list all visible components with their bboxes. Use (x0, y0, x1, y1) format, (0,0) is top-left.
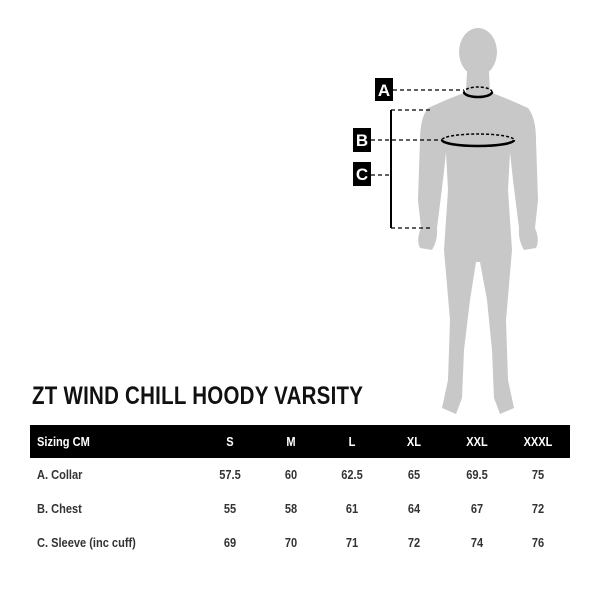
size-chart-table: Sizing CM S M L XL XXL XXXL A. Collar 57… (30, 425, 570, 560)
table-cell: 61 (345, 501, 359, 516)
table-cell: 64 (407, 501, 421, 516)
table-cell: 69.5 (466, 467, 488, 482)
table-cell: 74 (470, 535, 484, 550)
label-b: B (356, 131, 368, 150)
table-header: Sizing CM S M L XL XXL XXXL (30, 425, 570, 458)
header-cell: L (348, 434, 356, 449)
table-cell: 60 (284, 467, 298, 482)
product-title: ZT WIND CHILL HOODY VARSITY (32, 382, 364, 410)
header-cell: XXXL (523, 434, 553, 449)
chest-measure (371, 133, 516, 148)
row-label: C. Sleeve (inc cuff) (37, 535, 136, 550)
sleeve-measure (371, 109, 430, 229)
label-c-box: C (353, 162, 371, 186)
table-cell: 62.5 (341, 467, 363, 482)
table-row: C. Sleeve (inc cuff) 69 70 71 72 74 76 (30, 526, 570, 560)
table-cell: 76 (531, 535, 545, 550)
header-cell: Sizing CM (37, 434, 90, 449)
header-cell: M (286, 434, 296, 449)
table-cell: 67 (470, 501, 484, 516)
table-cell: 70 (284, 535, 298, 550)
header-cell: XL (406, 434, 422, 449)
collar-measure (393, 86, 494, 99)
row-label: B. Chest (37, 501, 82, 516)
label-a-box: A (375, 78, 393, 101)
table-cell: 55 (223, 501, 237, 516)
table-cell: 75 (531, 467, 545, 482)
label-a: A (378, 81, 390, 100)
header-cell: XXL (466, 434, 488, 449)
table-cell: 72 (407, 535, 421, 550)
label-b-box: B (353, 128, 371, 152)
table-cell: 65 (407, 467, 421, 482)
table-cell: 57.5 (219, 467, 241, 482)
human-silhouette (418, 28, 538, 414)
table-cell: 72 (531, 501, 545, 516)
table-cell: 71 (345, 535, 359, 550)
table-cell: 69 (223, 535, 237, 550)
table-row: B. Chest 55 58 61 64 67 72 (30, 492, 570, 526)
table-row: A. Collar 57.5 60 62.5 65 69.5 75 (30, 458, 570, 492)
row-label: A. Collar (37, 467, 83, 482)
label-c: C (356, 165, 368, 184)
table-cell: 58 (284, 501, 298, 516)
header-cell: S (226, 434, 234, 449)
